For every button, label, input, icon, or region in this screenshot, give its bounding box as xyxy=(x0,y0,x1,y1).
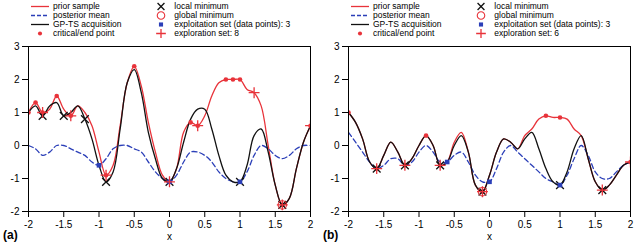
svg-text:0: 0 xyxy=(334,140,340,151)
svg-text:3: 3 xyxy=(334,41,340,52)
svg-text:1: 1 xyxy=(14,107,20,118)
html-text:prior sample: prior sample xyxy=(53,1,100,11)
html-text:exploration set: 6: exploration set: 6 xyxy=(494,28,560,38)
html-text:exploitation set (data points): exploitation set (data points): 3 xyxy=(494,19,611,29)
svg-text:-0.5: -0.5 xyxy=(126,219,144,230)
html-text:exploitation set (data points): exploitation set (data points): 3 xyxy=(174,19,291,29)
svg-text:x: x xyxy=(487,231,492,242)
html-text:critical/end point: critical/end point xyxy=(53,28,115,38)
html-text:local minimum: local minimum xyxy=(174,1,229,11)
svg-text:-1.5: -1.5 xyxy=(375,219,393,230)
svg-text:2: 2 xyxy=(308,219,314,230)
html-text:exploration set: 8: exploration set: 8 xyxy=(174,28,240,38)
html-text:GP-TS acquisition: GP-TS acquisition xyxy=(53,19,122,29)
svg-text:0.5: 0.5 xyxy=(518,219,532,230)
html-text:posterior mean: posterior mean xyxy=(373,10,430,20)
html-text:global minimum: global minimum xyxy=(494,10,554,20)
html-text:global minimum: global minimum xyxy=(174,10,234,20)
svg-text:-0.5: -0.5 xyxy=(446,219,464,230)
svg-text:-1: -1 xyxy=(331,173,340,184)
svg-text:-2: -2 xyxy=(11,206,20,217)
svg-text:2: 2 xyxy=(334,74,340,85)
svg-text:-1.5: -1.5 xyxy=(55,219,73,230)
svg-text:3: 3 xyxy=(14,41,20,52)
svg-text:-2: -2 xyxy=(331,206,340,217)
svg-text:2: 2 xyxy=(14,74,20,85)
html-text:prior sample: prior sample xyxy=(373,1,420,11)
svg-text:1: 1 xyxy=(237,219,243,230)
svg-text:1: 1 xyxy=(334,107,340,118)
svg-text:1: 1 xyxy=(557,219,563,230)
html-text:posterior mean: posterior mean xyxy=(53,10,110,20)
svg-text:-2: -2 xyxy=(344,219,353,230)
svg-text:-1: -1 xyxy=(11,173,20,184)
svg-text:1.5: 1.5 xyxy=(268,219,282,230)
html-text:critical/end point: critical/end point xyxy=(373,28,435,38)
svg-text:0: 0 xyxy=(167,219,173,230)
svg-text:1.5: 1.5 xyxy=(588,219,602,230)
svg-text:x: x xyxy=(167,231,172,242)
html-text:local minimum: local minimum xyxy=(494,1,549,11)
svg-text:-2: -2 xyxy=(24,219,33,230)
html-text:GP-TS acquisition: GP-TS acquisition xyxy=(373,19,442,29)
svg-text:0.5: 0.5 xyxy=(198,219,212,230)
svg-text:0: 0 xyxy=(487,219,493,230)
svg-text:-1: -1 xyxy=(415,219,424,230)
svg-text:-1: -1 xyxy=(95,219,104,230)
html-text:(a): (a) xyxy=(3,228,18,242)
svg-text:2: 2 xyxy=(628,219,634,230)
html-text:(b): (b) xyxy=(323,228,339,242)
svg-text:0: 0 xyxy=(14,140,20,151)
